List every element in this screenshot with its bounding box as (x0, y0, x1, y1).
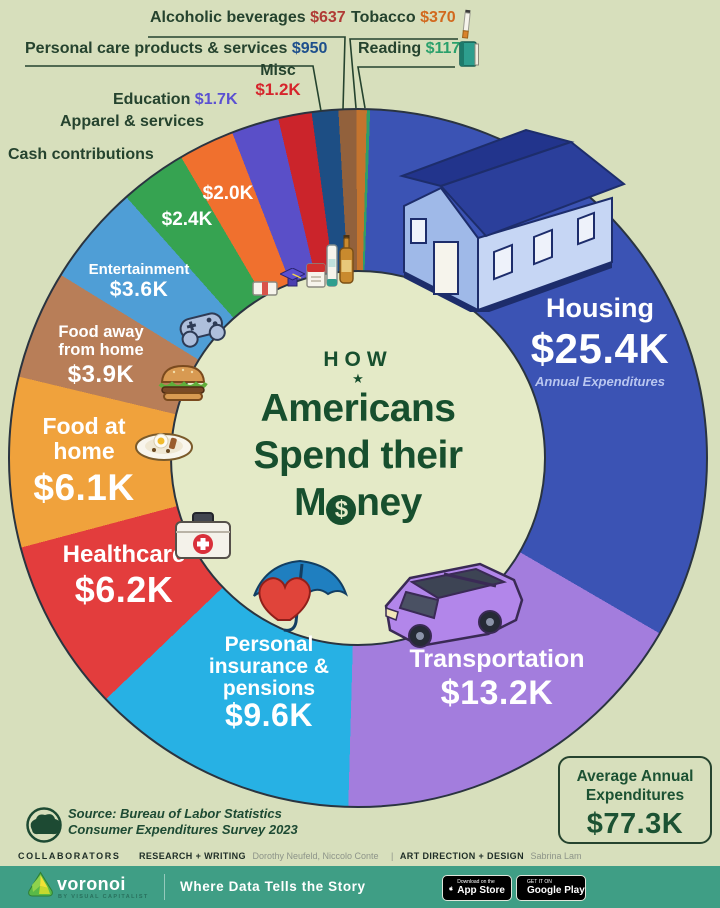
collab-names1: Dorothy Neufeld, Niccolo Conte (252, 851, 379, 861)
appstore-bottom-text: App Store (457, 885, 505, 896)
title-line-1: Americans (260, 387, 456, 430)
google-play-badge[interactable]: GET IT ON Google Play (516, 875, 586, 901)
collab-role2: ART DIRECTION + DESIGN (399, 851, 524, 861)
average-expenditure-box: Average Annual Expenditures $77.3K (558, 756, 712, 844)
source-line2: Consumer Expenditures Survey 2023 (68, 822, 298, 837)
label-alcoholic-beverages: Alcoholic beverages $637 (150, 9, 346, 27)
label-housing: Housing $25.4K Annual Expenditures (530, 293, 670, 389)
house-icon (398, 128, 627, 312)
gplay-top-text: GET IT ON (527, 879, 552, 885)
label-misc: Misc $1.2K (255, 62, 300, 100)
car-icon (384, 562, 524, 648)
label-transportation: Transportation $13.2K (409, 645, 585, 712)
chart-title: HOW ★ Americans Spend their M $ ney (188, 348, 528, 526)
apple-icon (449, 885, 453, 890)
footer-tagline: Where Data Tells the Story (180, 879, 366, 894)
avg-value: $77.3K (586, 808, 684, 840)
label-education: Education $1.7K (113, 91, 238, 109)
gplay-bottom-text: Google Play (527, 885, 585, 896)
avg-line2: Expenditures (585, 787, 685, 804)
apparel-value-onslice: $2.0K (202, 183, 254, 204)
label-food-at-home: Food at home $6.1K (33, 413, 135, 508)
collab-names2: Sabrina Lam (530, 851, 582, 861)
title-line-2: Spend their (253, 434, 463, 477)
footer-bar (0, 866, 720, 908)
reading-name: Reading (358, 40, 422, 57)
umbrella-heart-icon (253, 559, 349, 632)
food-plate-icon (135, 433, 193, 461)
brand-wordmark: voronoi (57, 874, 126, 894)
collaborators-heading: COLLABORATORS (18, 851, 121, 861)
first-aid-kit-icon (175, 512, 231, 559)
personal-care-name: Personal care products & services (25, 40, 288, 57)
education-value: $1.7K (194, 91, 238, 108)
game-controller-icon (179, 312, 226, 348)
education-name: Education (113, 91, 191, 108)
label-food-away: Food away from home $3.9K (58, 323, 144, 388)
apparel-box-icon (252, 281, 278, 296)
leader-lines (25, 36, 458, 112)
tobacco-value: $370 (420, 9, 456, 26)
voronoi-logo-icon (28, 871, 53, 897)
star-icon: ★ (352, 371, 364, 386)
title-kicker: HOW (323, 348, 393, 371)
misc-value: $1.2K (255, 80, 301, 99)
label-healthcare: Healthcare $6.2K (62, 541, 186, 610)
misc-name: Misc (260, 62, 296, 79)
dollar-coin-icon: $ (326, 494, 357, 525)
label-personal-care: Personal care products & services $950 (25, 40, 327, 58)
cigarette-pack-icon (306, 263, 326, 288)
source-logo-icon (26, 807, 62, 843)
apparel-name: Apparel & services (60, 113, 205, 130)
burger-icon (158, 364, 208, 401)
brand-subtitle: BY VISUAL CAPITALIST (58, 894, 149, 900)
collaborators-row: COLLABORATORS RESEARCH + WRITING Dorothy… (18, 851, 588, 861)
label-tobacco: Tobacco $370 (351, 9, 456, 27)
cigarette-icon (462, 9, 471, 39)
avg-line1: Average Annual (576, 768, 694, 785)
collab-role1: RESEARCH + WRITING (138, 851, 246, 861)
cash-value-onslice: $2.4K (161, 209, 213, 230)
book-icon (459, 41, 479, 67)
cash-name: Cash contributions (8, 146, 154, 163)
lotion-tube-icon (326, 244, 338, 287)
beer-bottle-icon (339, 235, 354, 284)
alcoholic-value: $637 (310, 9, 346, 26)
source-note: Source: Bureau of Labor Statistics Consu… (68, 806, 298, 838)
tobacco-name: Tobacco (351, 9, 416, 26)
label-cash-contributions: Cash contributions (8, 146, 154, 164)
source-line1: Source: Bureau of Labor Statistics (68, 806, 282, 821)
app-store-badge[interactable]: Download on the App Store (442, 875, 512, 901)
reading-value: $117 (425, 40, 461, 57)
personal-care-value: $950 (291, 40, 328, 57)
collab-divider: | (391, 851, 394, 861)
label-personal-insurance: Personal insurance & pensions $9.6K (208, 633, 330, 733)
label-entertainment: Entertainment $3.6K (88, 261, 190, 302)
label-reading: Reading $117 (358, 40, 460, 58)
label-apparel: Apparel & services (60, 113, 204, 131)
graduation-cap-icon (280, 268, 305, 287)
housing-note: Annual Expenditures (534, 373, 666, 389)
title-line-3: M $ ney (294, 481, 422, 525)
footer-divider (164, 874, 165, 900)
appstore-top-text: Download on the (457, 879, 495, 885)
alcoholic-name: Alcoholic beverages (150, 9, 306, 26)
